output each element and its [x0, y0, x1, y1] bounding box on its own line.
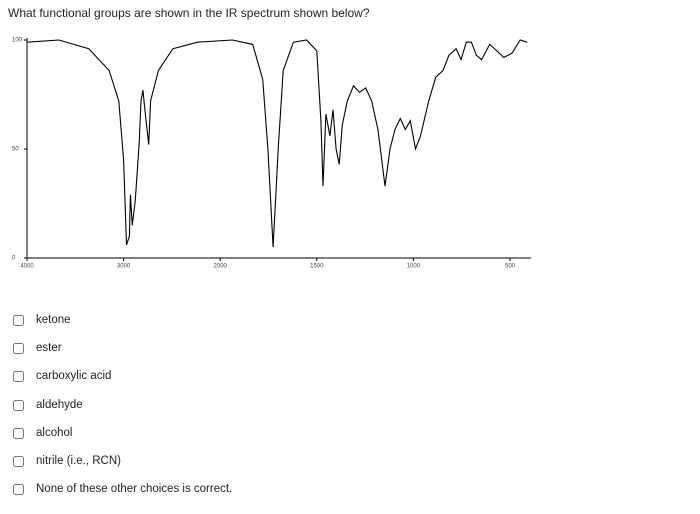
choice[interactable]: nitrile (i.e., RCN): [13, 455, 232, 483]
checkbox[interactable]: [13, 343, 24, 355]
choice[interactable]: ketone: [13, 314, 232, 342]
x-tick-label: 1500: [310, 264, 324, 270]
choice-label: ester: [36, 342, 62, 355]
choice-label: None of these other choices is correct.: [36, 483, 233, 496]
checkbox[interactable]: [13, 315, 24, 326]
spectrum-line: [26, 39, 528, 248]
checkbox[interactable]: [13, 427, 24, 439]
y-tick-label: 50: [12, 147, 19, 153]
choice[interactable]: carboxylic acid: [13, 370, 232, 398]
y-tick-label: 0: [12, 256, 16, 262]
choice-label: alcohol: [36, 426, 73, 439]
choice-label: nitrile (i.e., RCN): [36, 454, 121, 467]
checkbox[interactable]: [13, 399, 24, 411]
question: What functional groups are shown in the …: [8, 6, 370, 20]
choice[interactable]: None of these other choices is correct.: [13, 483, 232, 511]
y-tick-label: 100: [12, 38, 23, 44]
choice-label: aldehyde: [36, 398, 83, 411]
checkbox[interactable]: [13, 371, 24, 383]
ir-spectrum: 4000 3000 2000 1500 1000 500 0 50 100: [12, 38, 531, 270]
choice[interactable]: ester: [13, 342, 232, 370]
checkbox[interactable]: [13, 455, 24, 467]
x-tick-label: 2000: [214, 264, 228, 270]
x-tick-label: 500: [505, 264, 516, 270]
choice[interactable]: alcohol: [13, 427, 232, 455]
choice-label: carboxylic acid: [36, 370, 112, 383]
x-tick-label: 3000: [117, 264, 131, 270]
choice-label: ketone: [36, 314, 71, 326]
checkbox[interactable]: [13, 484, 24, 496]
x-tick-label: 4000: [20, 264, 34, 270]
x-tick-label: 1000: [407, 264, 421, 270]
choice-list: ketone ester carboxylic acid aldehyde alcoho…: [13, 314, 232, 511]
choice[interactable]: aldehyde: [13, 399, 232, 427]
